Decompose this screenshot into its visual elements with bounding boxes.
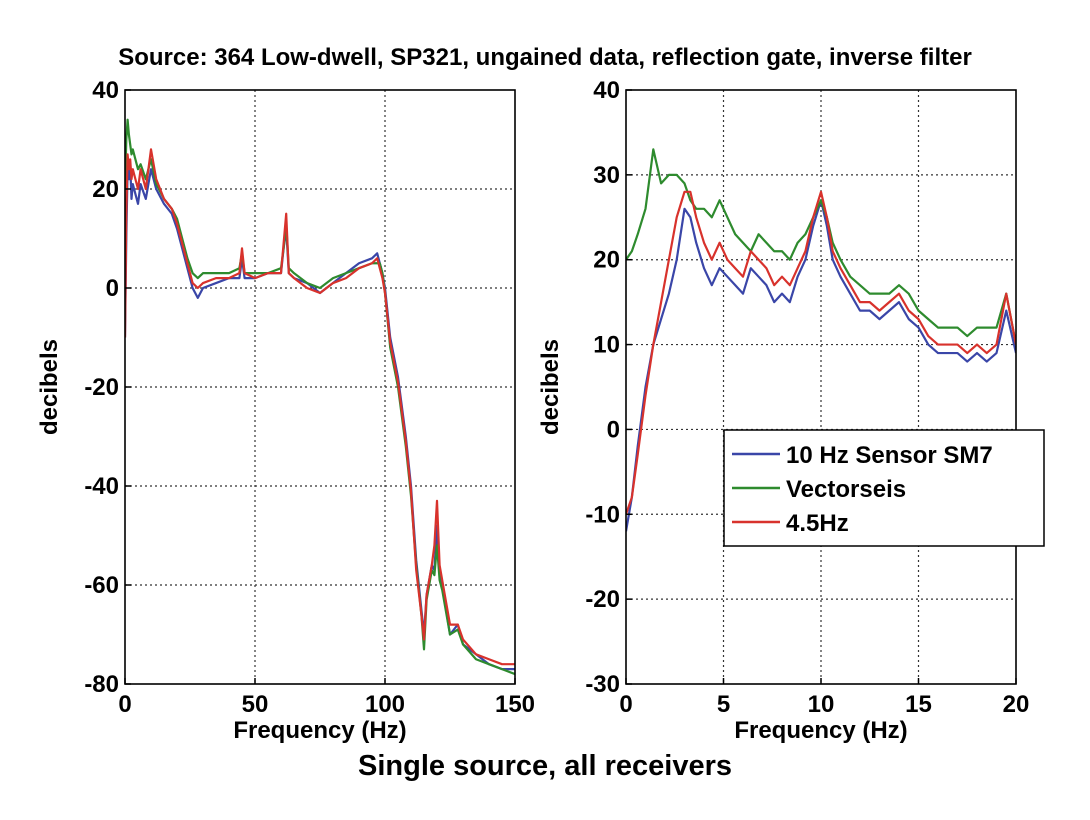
left-ytick-label: -80: [84, 671, 119, 698]
left-ytick-label: 0: [106, 275, 119, 302]
left-ytick-label: -40: [84, 473, 119, 500]
right-chart: 0 5 10 15 20 -30 -20 -10 0 10 20 30 40 Frequency (Hz)…: [537, 77, 1045, 744]
right-ytick-label: -30: [585, 671, 620, 698]
right-series-4-5hz: [626, 190, 1016, 515]
right-xtick-label: 5: [717, 691, 730, 718]
right-xlabel: Frequency (Hz): [734, 717, 907, 744]
right-ylabel: decibels: [537, 339, 564, 435]
left-ytick-label: 40: [92, 77, 119, 104]
right-ytick-label: 10: [593, 332, 620, 359]
legend-label-10-hz-sensor-sm7: 10 Hz Sensor SM7: [786, 442, 993, 469]
right-ytick-label: -20: [585, 586, 620, 613]
left-xtick-label: 50: [242, 691, 269, 718]
left-xlabel: Frequency (Hz): [233, 717, 406, 744]
left-ylabel: decibels: [36, 339, 63, 435]
right-series-10-hz-sensor-sm7: [626, 199, 1016, 532]
left-ytick-label: -60: [84, 572, 119, 599]
right-xtick-label: 10: [808, 691, 835, 718]
right-ytick-label: 30: [593, 162, 620, 189]
left-series-vectorseis: [125, 118, 515, 676]
right-ytick-label: 20: [593, 247, 620, 274]
right-xtick-label: 0: [619, 691, 632, 718]
right-ytick-label: -10: [585, 501, 620, 528]
right-ytick-label: 0: [607, 416, 620, 443]
left-ytick-label: 20: [92, 176, 119, 203]
right-xtick-label: 20: [1003, 691, 1030, 718]
right-xtick-label: 15: [905, 691, 932, 718]
page-title: Source: 364 Low-dwell, SP321, ungained d…: [118, 44, 972, 71]
left-xtick-label: 0: [118, 691, 131, 718]
legend-label-vectorseis: Vectorseis: [786, 476, 906, 503]
left-chart: 0 50 100 150 -80 -60 -40 -20 0 20 40 Frequency (Hz)…: [36, 77, 535, 744]
left-series-4-5hz: [125, 148, 515, 666]
left-ytick-label: -20: [84, 374, 119, 401]
left-xtick-label: 150: [495, 691, 535, 718]
right-series-vectorseis: [626, 148, 1016, 345]
left-xtick-label: 100: [365, 691, 405, 718]
legend-label-4-5hz: 4.5Hz: [786, 510, 849, 537]
right-ytick-label: 40: [593, 77, 620, 104]
figure-caption: Single source, all receivers: [358, 750, 732, 782]
